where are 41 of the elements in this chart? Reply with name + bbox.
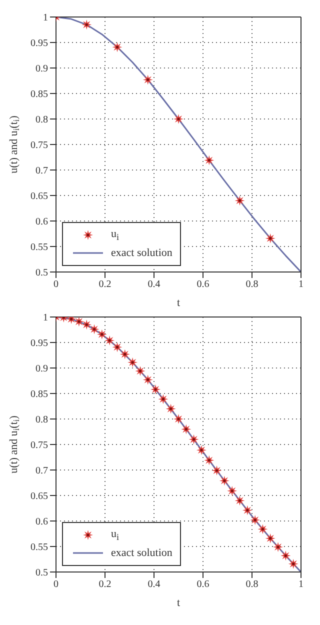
y-tick-label: 0.65 [30,491,48,502]
x-tick-label: 0.4 [148,279,160,290]
y-tick-label: 0.95 [30,338,48,350]
x-tick-label: 1 [298,279,304,290]
y-tick-label: 0.85 [30,89,48,100]
y-tick-label: 1 [43,12,48,24]
y-tick-label: 0.7 [36,466,48,477]
x-tick-label: 0.4 [148,579,160,590]
y-tick-label: 0.75 [30,440,48,452]
x-tick-label: 0.6 [196,579,210,590]
y-tick-label: 0.6 [36,516,48,528]
legend-label: exact solution [111,247,172,259]
x-tick-label: 0.6 [196,279,210,290]
y-tick-label: 0.8 [36,414,48,426]
legend-label: exact solution [111,547,172,559]
y-tick-label: 0.95 [30,38,48,50]
y-tick-label: 0.5 [36,568,48,579]
y-tick-label: 0.65 [30,191,48,202]
y-tick-label: 0.7 [36,166,48,177]
y-tick-label: 1 [43,312,48,324]
y-tick-label: 0.85 [30,389,48,400]
x-tick-label: 0 [54,279,58,290]
x-axis-title: t [176,597,180,609]
x-tick-label: 0.8 [246,279,258,290]
x-tick-label: 0.2 [98,579,112,590]
y-tick-label: 0.6 [36,216,48,228]
y-tick-label: 0.75 [30,140,48,152]
y-tick-label: 0.8 [36,114,48,126]
x-tick-label: 0.2 [98,279,112,290]
x-tick-label: 0 [54,579,58,590]
legend-label: u$_{i}$ [111,528,120,542]
x-axis-title: t [176,297,180,309]
x-tick-label: 1 [298,579,304,590]
x-tick-label: 0.8 [246,579,258,590]
y-tick-label: 0.55 [30,542,48,554]
y-tick-label: 0.5 [36,268,48,279]
y-tick-label: 0.55 [30,242,48,254]
y-tick-label: 0.9 [36,64,48,75]
y-tick-label: 0.9 [36,364,48,375]
legend-label: u$_{i}$ [111,228,120,242]
point [74,317,84,327]
